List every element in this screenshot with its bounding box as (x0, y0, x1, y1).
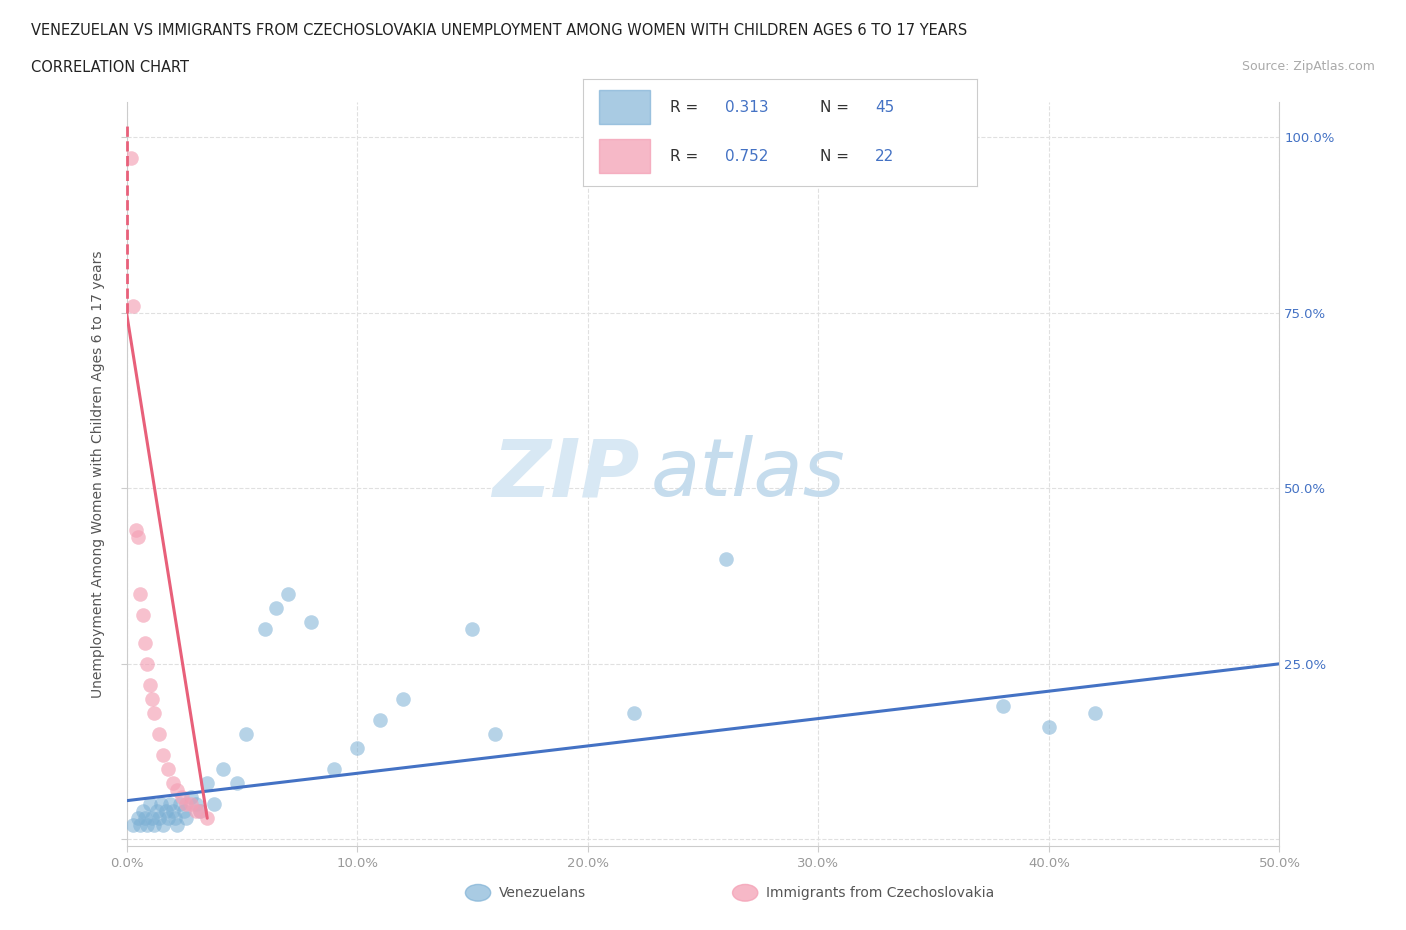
Point (131, 804, 153, 818)
Point (323, 762, 346, 777)
Point (226, 776, 249, 790)
Point (484, 726, 506, 741)
Point (148, 726, 170, 741)
Point (134, 635, 156, 650)
Point (143, 817, 166, 832)
Point (134, 811, 156, 826)
Point (163, 811, 186, 826)
Point (122, 817, 145, 832)
Text: 0.313: 0.313 (725, 100, 769, 115)
Point (180, 790, 202, 804)
Point (176, 811, 198, 826)
Point (155, 804, 177, 818)
Point (195, 776, 218, 790)
Point (176, 797, 198, 812)
Point (150, 797, 173, 812)
Point (202, 797, 225, 812)
Point (169, 797, 191, 812)
Text: Venezuelans: Venezuelans (499, 885, 586, 900)
Point (166, 817, 188, 832)
Point (266, 600, 288, 615)
Point (212, 762, 235, 777)
Point (152, 748, 174, 763)
Point (120, 151, 142, 166)
Point (184, 797, 207, 812)
Point (180, 797, 202, 812)
Point (162, 776, 184, 790)
Point (1084, 706, 1107, 721)
Point (131, 607, 153, 622)
Text: N =: N = (820, 100, 853, 115)
Text: Source: ZipAtlas.com: Source: ZipAtlas.com (1241, 60, 1375, 73)
Point (138, 797, 160, 812)
Point (125, 523, 148, 538)
Point (392, 692, 415, 707)
Text: CORRELATION CHART: CORRELATION CHART (31, 60, 188, 75)
Point (277, 586, 299, 601)
Text: N =: N = (820, 149, 853, 164)
Point (145, 804, 167, 818)
Point (141, 811, 163, 826)
Point (173, 804, 195, 818)
Point (188, 804, 211, 818)
Point (136, 657, 159, 671)
Point (122, 299, 145, 313)
Text: 0.752: 0.752 (725, 149, 769, 164)
Point (136, 817, 159, 832)
Bar (599, 139, 651, 173)
Point (148, 811, 170, 826)
Point (129, 817, 152, 832)
Point (195, 811, 218, 826)
Point (235, 726, 257, 741)
Point (991, 698, 1014, 713)
Point (152, 817, 174, 832)
Text: 45: 45 (875, 100, 894, 115)
Point (184, 804, 207, 818)
Point (129, 586, 152, 601)
Point (127, 811, 149, 826)
Y-axis label: Unemployment Among Women with Children Ages 6 to 17 years: Unemployment Among Women with Children A… (91, 250, 105, 698)
Point (299, 614, 322, 629)
Bar (599, 89, 651, 124)
Point (157, 811, 180, 826)
Point (253, 621, 276, 636)
Point (714, 551, 737, 566)
Text: R =: R = (671, 149, 703, 164)
Point (138, 677, 160, 692)
Point (346, 740, 368, 755)
Text: atlas: atlas (651, 435, 846, 513)
Point (623, 706, 645, 721)
Point (127, 530, 149, 545)
Point (170, 790, 193, 804)
Text: R =: R = (671, 100, 703, 115)
Point (188, 804, 211, 818)
Text: ZIP: ZIP (492, 435, 640, 513)
Point (162, 804, 184, 818)
Point (159, 797, 181, 812)
Point (1038, 720, 1060, 735)
Point (141, 692, 163, 707)
Point (143, 706, 166, 721)
Point (368, 712, 391, 727)
Text: VENEZUELAN VS IMMIGRANTS FROM CZECHOSLOVAKIA UNEMPLOYMENT AMONG WOMEN WITH CHILD: VENEZUELAN VS IMMIGRANTS FROM CZECHOSLOV… (31, 23, 967, 38)
Point (166, 783, 188, 798)
Text: Immigrants from Czechoslovakia: Immigrants from Czechoslovakia (766, 885, 994, 900)
Text: 22: 22 (875, 149, 894, 164)
Point (461, 621, 484, 636)
Point (157, 762, 180, 777)
